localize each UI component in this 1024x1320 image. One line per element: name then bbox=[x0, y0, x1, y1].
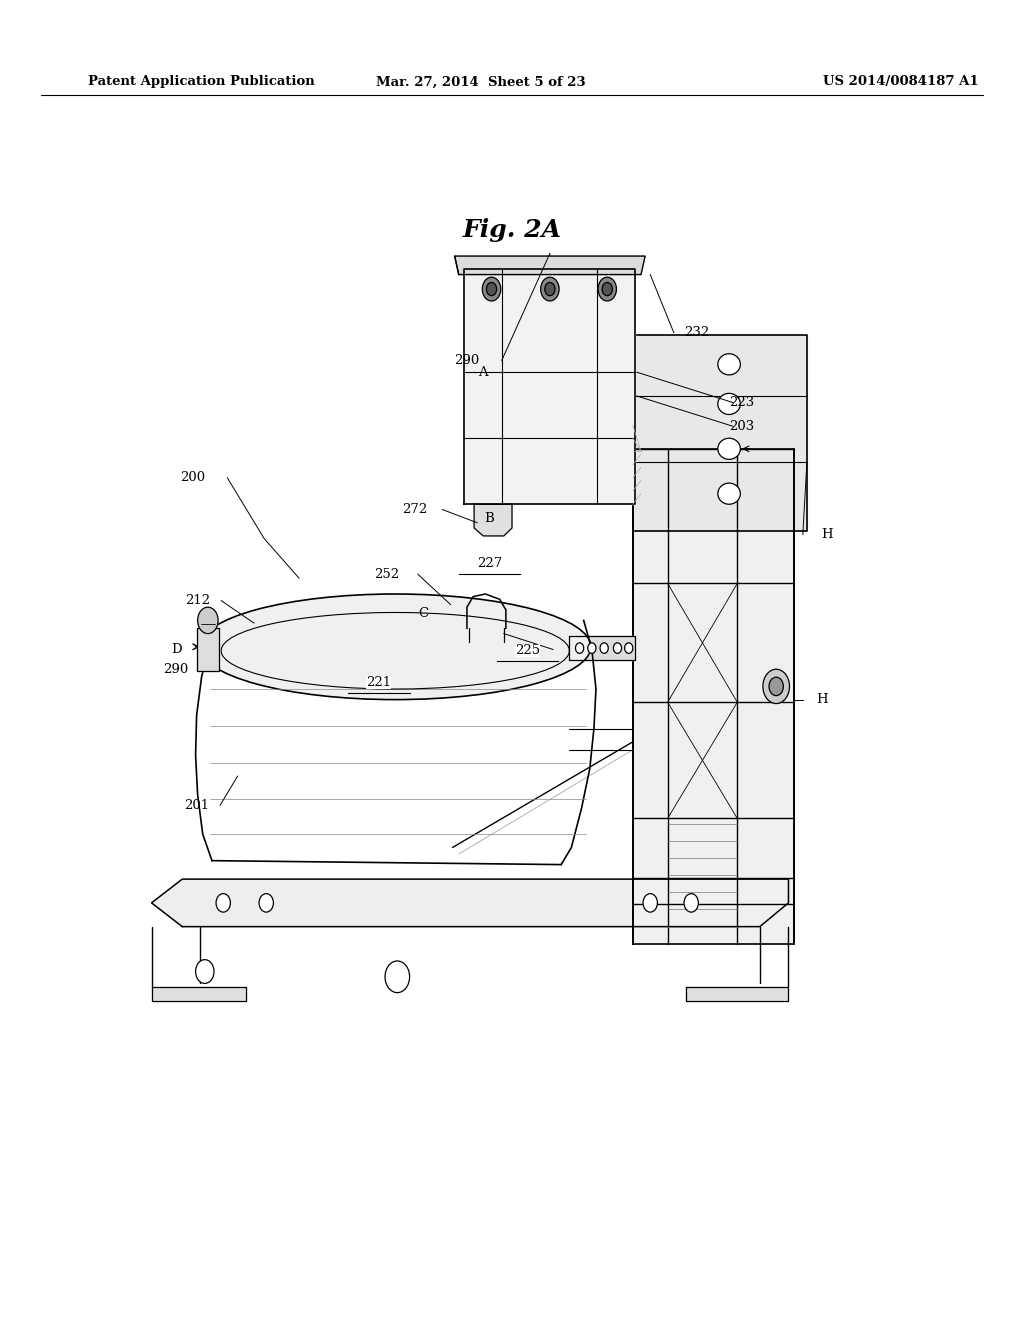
Text: 201: 201 bbox=[184, 799, 209, 812]
Circle shape bbox=[588, 643, 596, 653]
Circle shape bbox=[216, 894, 230, 912]
Text: H: H bbox=[821, 528, 834, 541]
Ellipse shape bbox=[718, 483, 740, 504]
Text: 225: 225 bbox=[515, 644, 540, 657]
Circle shape bbox=[769, 677, 783, 696]
Circle shape bbox=[625, 643, 633, 653]
Polygon shape bbox=[633, 449, 794, 944]
Text: 203: 203 bbox=[729, 420, 754, 433]
Text: Mar. 27, 2014  Sheet 5 of 23: Mar. 27, 2014 Sheet 5 of 23 bbox=[377, 75, 586, 88]
Text: 272: 272 bbox=[402, 503, 427, 516]
Ellipse shape bbox=[200, 594, 591, 700]
Polygon shape bbox=[633, 335, 807, 531]
Text: 290: 290 bbox=[455, 354, 479, 367]
Polygon shape bbox=[569, 636, 635, 660]
Circle shape bbox=[482, 277, 501, 301]
Polygon shape bbox=[474, 504, 512, 536]
Circle shape bbox=[196, 960, 214, 983]
Text: D: D bbox=[171, 643, 181, 656]
Circle shape bbox=[598, 277, 616, 301]
Circle shape bbox=[545, 282, 555, 296]
Polygon shape bbox=[152, 987, 246, 1001]
Text: 232: 232 bbox=[684, 326, 709, 339]
Circle shape bbox=[259, 894, 273, 912]
Polygon shape bbox=[464, 269, 635, 504]
Polygon shape bbox=[152, 879, 788, 927]
Circle shape bbox=[600, 643, 608, 653]
Circle shape bbox=[575, 643, 584, 653]
Circle shape bbox=[198, 607, 218, 634]
Polygon shape bbox=[455, 256, 645, 275]
Polygon shape bbox=[197, 628, 219, 671]
Ellipse shape bbox=[718, 393, 740, 414]
Circle shape bbox=[684, 894, 698, 912]
Text: 223: 223 bbox=[729, 396, 754, 409]
Circle shape bbox=[643, 894, 657, 912]
Text: US 2014/0084187 A1: US 2014/0084187 A1 bbox=[823, 75, 979, 88]
Ellipse shape bbox=[718, 438, 740, 459]
Text: 290: 290 bbox=[164, 663, 188, 676]
Text: 221: 221 bbox=[367, 676, 391, 689]
Text: 212: 212 bbox=[185, 594, 210, 607]
Polygon shape bbox=[686, 987, 788, 1001]
Text: 227: 227 bbox=[477, 557, 502, 570]
Circle shape bbox=[613, 643, 622, 653]
Text: Fig. 2A: Fig. 2A bbox=[463, 218, 561, 242]
Text: 252: 252 bbox=[375, 568, 399, 581]
Text: A: A bbox=[478, 366, 488, 379]
Text: Patent Application Publication: Patent Application Publication bbox=[88, 75, 314, 88]
Circle shape bbox=[541, 277, 559, 301]
Text: 200: 200 bbox=[180, 471, 205, 484]
Text: C: C bbox=[418, 607, 428, 620]
Circle shape bbox=[763, 669, 790, 704]
Text: B: B bbox=[484, 512, 495, 525]
Text: H: H bbox=[816, 693, 828, 706]
Ellipse shape bbox=[718, 354, 740, 375]
Circle shape bbox=[602, 282, 612, 296]
Circle shape bbox=[385, 961, 410, 993]
Circle shape bbox=[486, 282, 497, 296]
